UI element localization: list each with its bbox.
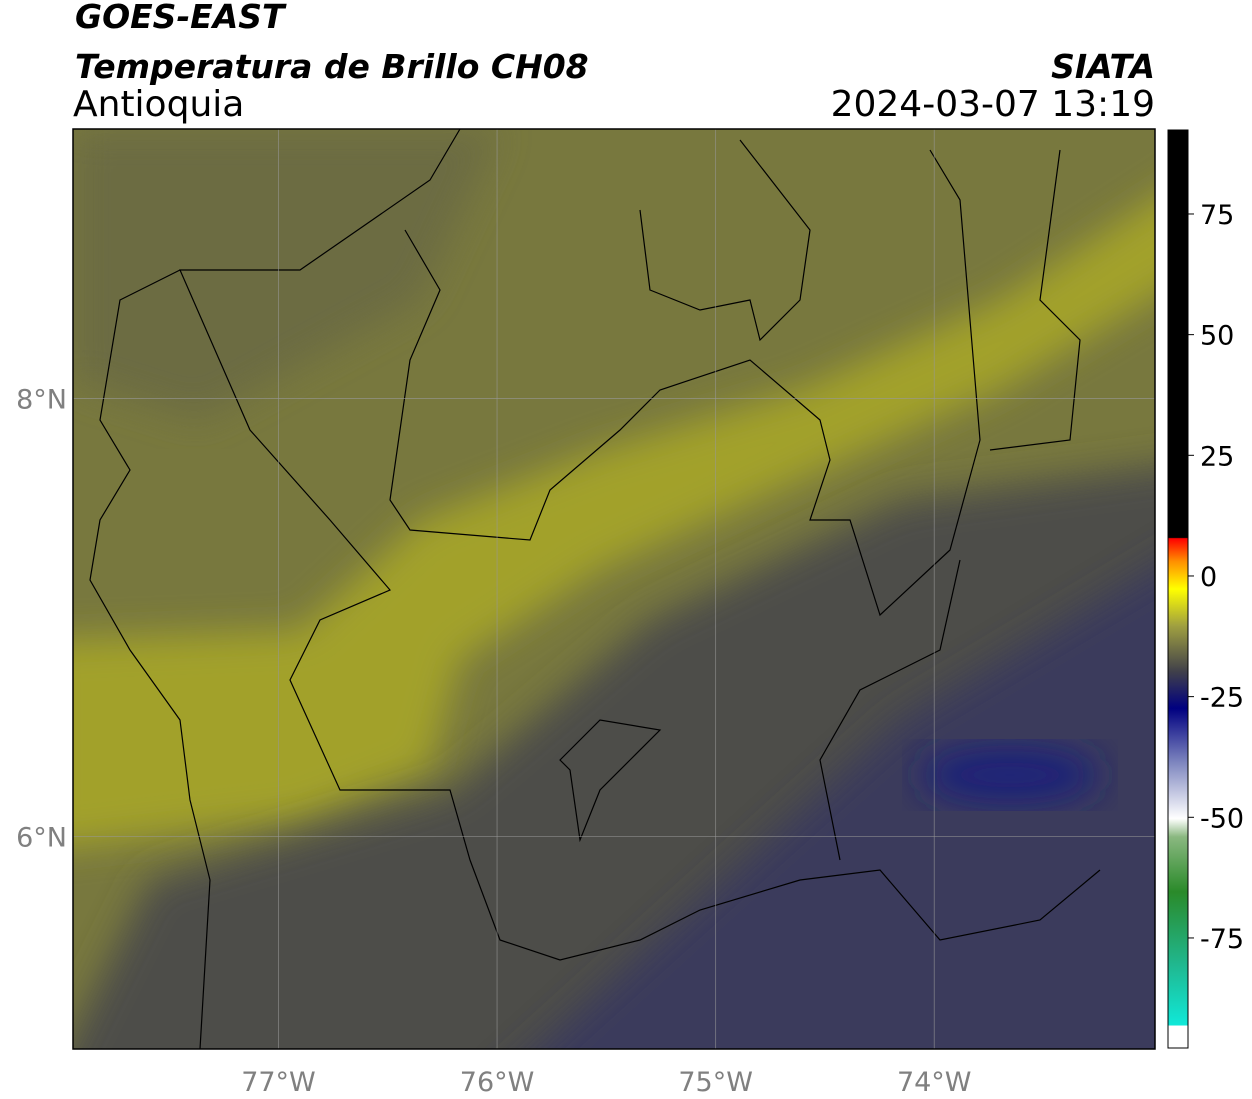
colorbar: [1167, 129, 1189, 1049]
field: [73, 129, 500, 420]
field: [920, 745, 1100, 805]
x-tick-label: 75°W: [678, 1067, 753, 1098]
x-tick-label: 74°W: [897, 1067, 972, 1098]
colorbar-tick-label: 75: [1200, 200, 1234, 231]
colorbar-tick-label: -50: [1200, 803, 1244, 834]
subtitle: Temperatura de Brillo CH08: [75, 47, 589, 86]
colorbar-tick-label: 25: [1200, 441, 1234, 472]
x-tick-label: 77°W: [241, 1067, 316, 1098]
graticule: [73, 129, 1155, 1049]
boundary: [639, 139, 811, 342]
colorbar-tick-label: -25: [1200, 683, 1244, 714]
colorbar-tick-label: -75: [1200, 924, 1244, 955]
agency: SIATA: [1051, 47, 1155, 86]
boundary: [819, 559, 961, 861]
datetime: 2024-03-07 13:19: [831, 84, 1155, 125]
y-tick-label: 6°N: [16, 823, 67, 854]
map-image: [73, 129, 1155, 1049]
region: Antioquia: [73, 84, 244, 125]
boundary: [559, 719, 662, 843]
map-frame: [72, 128, 1156, 1050]
colorbar-tick-label: 0: [1200, 562, 1217, 593]
boundary: [989, 149, 1081, 451]
y-tick-label: 8°N: [16, 384, 67, 415]
field: [73, 199, 1155, 847]
boundary: [179, 129, 1101, 961]
boundary: [389, 149, 981, 617]
x-tick-label: 76°W: [460, 1067, 535, 1098]
title: GOES-EAST: [75, 0, 287, 36]
coastline: [89, 269, 211, 1049]
colorbar-tick-label: 50: [1200, 321, 1234, 352]
boundaries: [89, 129, 1101, 1049]
